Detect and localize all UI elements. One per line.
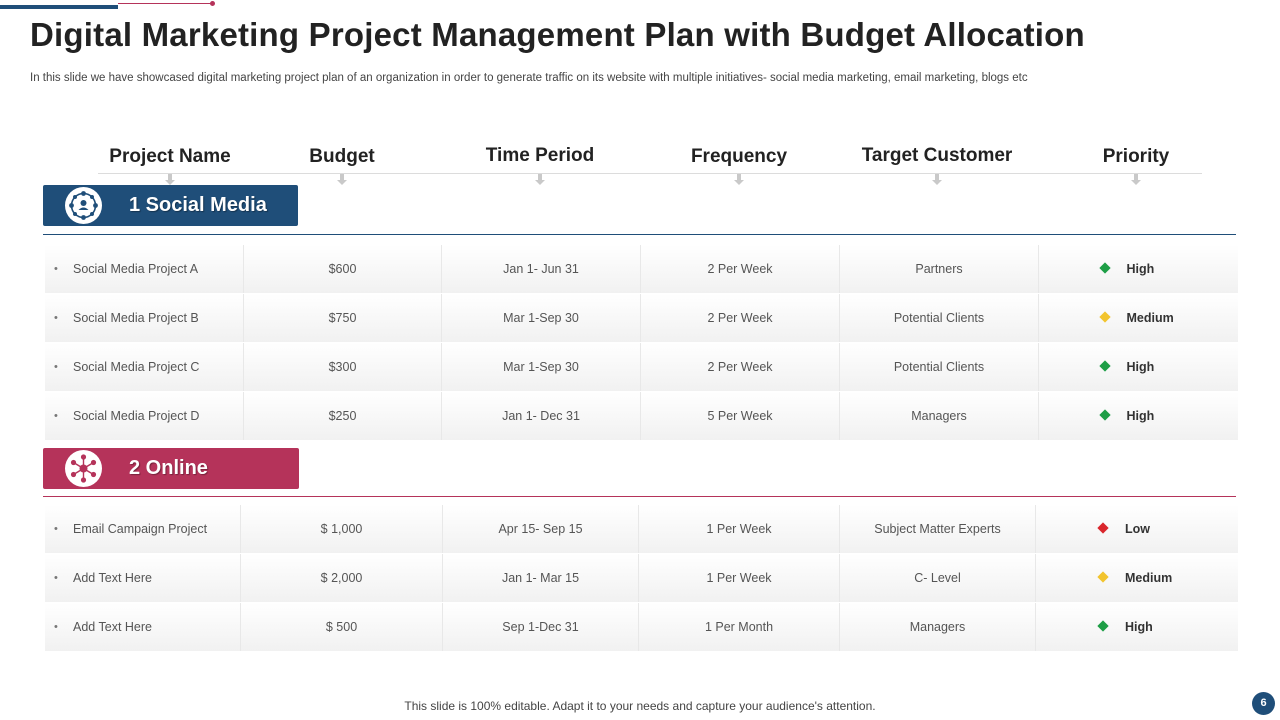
cell-frequency: 1 Per Week [639, 505, 840, 553]
network-people-icon [65, 187, 102, 224]
cell-project-name: Email Campaign Project [45, 505, 241, 553]
cell-frequency: 2 Per Week [641, 343, 840, 391]
cell-budget: $ 2,000 [241, 554, 443, 602]
priority-high-icon [1098, 409, 1111, 421]
cell-frequency: 2 Per Week [641, 245, 840, 293]
cell-target-customer: Potential Clients [840, 343, 1039, 391]
column-header-frequency: Frequency [690, 146, 788, 167]
priority-label: High [1126, 262, 1155, 276]
section-label: 1 Social Media [129, 194, 267, 216]
down-arrow-icon [734, 174, 744, 186]
page-number: 6 [1252, 692, 1275, 715]
table-row: Social Media Project C $300 Mar 1-Sep 30… [45, 343, 1238, 391]
cell-priority: Medium [1039, 294, 1238, 342]
cell-project-name: Add Text Here [45, 554, 241, 602]
section-label: 2 Online [129, 457, 208, 479]
cell-priority: High [1039, 245, 1238, 293]
cell-time-period: Apr 15- Sep 15 [443, 505, 639, 553]
cell-project-name: Social Media Project B [45, 294, 244, 342]
accent-line [0, 5, 118, 9]
section-banner-online: 2 Online [43, 448, 299, 489]
cell-target-customer: Managers [840, 603, 1036, 651]
column-header-time-period: Time Period [485, 145, 595, 166]
priority-high-icon [1098, 360, 1111, 372]
cell-project-name: Social Media Project D [45, 392, 244, 440]
section-divider [43, 496, 1236, 497]
column-header-project-name: Project Name [109, 146, 231, 167]
accent-dot [210, 1, 215, 6]
priority-label: Low [1125, 522, 1150, 536]
cell-time-period: Jan 1- Jun 31 [442, 245, 641, 293]
cell-budget: $ 500 [241, 603, 443, 651]
header-divider [98, 173, 1202, 174]
cell-priority: Medium [1036, 554, 1238, 602]
cell-target-customer: Potential Clients [840, 294, 1039, 342]
down-arrow-icon [1131, 174, 1141, 186]
table-row: Social Media Project A $600 Jan 1- Jun 3… [45, 245, 1238, 293]
priority-medium-icon [1097, 571, 1109, 583]
column-header-budget: Budget [309, 146, 375, 167]
priority-high-icon [1097, 620, 1109, 632]
cell-project-name: Add Text Here [45, 603, 241, 651]
down-arrow-icon [535, 174, 545, 186]
column-header-priority: Priority [1102, 146, 1170, 167]
accent-line-thin [118, 3, 212, 4]
table-row: Social Media Project D $250 Jan 1- Dec 3… [45, 392, 1238, 440]
network-nodes-icon [65, 450, 102, 487]
cell-project-name: Social Media Project A [45, 245, 244, 293]
slide-subtitle: In this slide we have showcased digital … [30, 72, 1028, 84]
cell-time-period: Sep 1-Dec 31 [443, 603, 639, 651]
table-row: Social Media Project B $750 Mar 1-Sep 30… [45, 294, 1238, 342]
cell-time-period: Jan 1- Mar 15 [443, 554, 639, 602]
cell-priority: High [1039, 392, 1238, 440]
priority-medium-icon [1098, 311, 1111, 323]
cell-priority: High [1039, 343, 1238, 391]
column-headers: Project Name Budget Time Period Frequenc… [0, 140, 1280, 190]
cell-priority: High [1036, 603, 1238, 651]
cell-budget: $300 [244, 343, 442, 391]
section-banner-social-media: 1 Social Media [43, 185, 298, 226]
cell-budget: $750 [244, 294, 442, 342]
cell-budget: $ 1,000 [241, 505, 443, 553]
cell-target-customer: C- Level [840, 554, 1036, 602]
cell-target-customer: Partners [840, 245, 1039, 293]
cell-budget: $250 [244, 392, 442, 440]
priority-label: Medium [1125, 571, 1173, 585]
table-row: Add Text Here $ 500 Sep 1-Dec 31 1 Per M… [45, 603, 1238, 651]
priority-label: High [1126, 360, 1155, 374]
footer-note: This slide is 100% editable. Adapt it to… [404, 699, 876, 713]
cell-time-period: Mar 1-Sep 30 [442, 294, 641, 342]
priority-high-icon [1098, 262, 1111, 274]
section-divider [43, 234, 1236, 235]
down-arrow-icon [337, 174, 347, 186]
cell-frequency: 5 Per Week [641, 392, 840, 440]
cell-target-customer: Subject Matter Experts [840, 505, 1036, 553]
priority-label: Medium [1126, 311, 1174, 325]
cell-budget: $600 [244, 245, 442, 293]
down-arrow-icon [932, 174, 942, 186]
cell-frequency: 1 Per Month [639, 603, 840, 651]
priority-label: High [1125, 620, 1153, 634]
cell-target-customer: Managers [840, 392, 1039, 440]
cell-time-period: Mar 1-Sep 30 [442, 343, 641, 391]
table-row: Add Text Here $ 2,000 Jan 1- Mar 15 1 Pe… [45, 554, 1238, 602]
cell-time-period: Jan 1- Dec 31 [442, 392, 641, 440]
cell-project-name: Social Media Project C [45, 343, 244, 391]
cell-frequency: 1 Per Week [639, 554, 840, 602]
cell-priority: Low [1036, 505, 1238, 553]
column-header-target-customer: Target Customer [861, 145, 1013, 166]
priority-label: High [1126, 409, 1155, 423]
table-row: Email Campaign Project $ 1,000 Apr 15- S… [45, 505, 1238, 553]
down-arrow-icon [165, 174, 175, 186]
slide-title: Digital Marketing Project Management Pla… [30, 16, 1085, 53]
priority-low-icon [1097, 522, 1109, 534]
cell-frequency: 2 Per Week [641, 294, 840, 342]
